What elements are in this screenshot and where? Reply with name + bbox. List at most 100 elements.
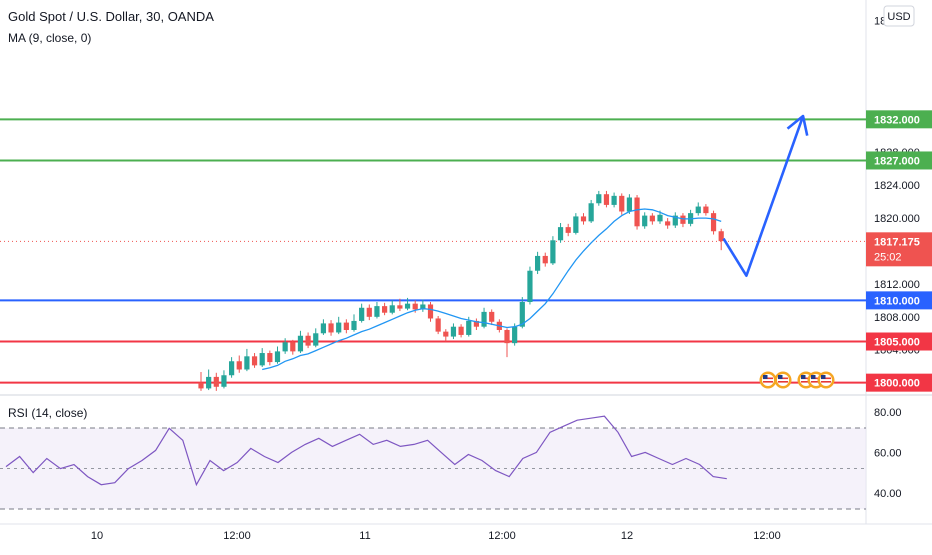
- candle-body: [359, 307, 365, 321]
- economic-events: [759, 371, 835, 389]
- candle-body: [458, 326, 464, 335]
- candle-body: [519, 302, 525, 327]
- price-lines-layer: [0, 118, 866, 384]
- candle-body: [680, 215, 686, 224]
- candle-body: [619, 195, 625, 212]
- rsi-price-axis[interactable]: 80.00 60.00 40.00: [874, 407, 902, 500]
- rsi-line: [5, 415, 727, 487]
- candle-body: [557, 227, 564, 241]
- candle-body: [450, 326, 457, 337]
- symbol-title[interactable]: Gold Spot / U.S. Dollar, 30, OANDA: [8, 9, 214, 24]
- candle-body: [580, 216, 587, 222]
- candle-body: [665, 221, 671, 226]
- time-tick-label: 12: [621, 530, 633, 542]
- candle-body: [221, 375, 227, 387]
- candle-body: [443, 331, 449, 337]
- candles-layer: [198, 190, 724, 391]
- candle-body: [328, 323, 334, 333]
- candle-body: [366, 307, 372, 317]
- forecast-arrow[interactable]: [722, 115, 805, 277]
- candle-body: [290, 342, 296, 352]
- candle-body: [611, 195, 617, 205]
- last-price-box: [866, 232, 932, 267]
- candle-body: [596, 194, 602, 204]
- candle-body: [382, 306, 388, 313]
- candle-body: [573, 216, 579, 233]
- price-tick-label: 1824.000: [874, 180, 920, 192]
- time-tick-label: 11: [359, 530, 370, 542]
- candle-body: [336, 322, 342, 333]
- price-tick-label: 1808.000: [874, 312, 920, 324]
- candle-body: [198, 382, 204, 389]
- candle-body: [710, 213, 717, 232]
- price-level-label-box: [866, 373, 932, 392]
- us-flag-event-icon[interactable]: [817, 371, 835, 389]
- candle-body: [527, 270, 533, 303]
- last-price-value: 1817.175: [874, 236, 920, 248]
- candle-body: [504, 329, 510, 344]
- rsi-indicator-label[interactable]: RSI (14, close): [8, 406, 87, 420]
- ma-indicator-label[interactable]: MA (9, close, 0): [8, 31, 91, 45]
- time-axis[interactable]: 10 12:00 11 12:00 12 12:00: [91, 530, 781, 542]
- candle-body: [229, 361, 235, 376]
- candle-body: [642, 215, 648, 227]
- price-tick-label: 1820.000: [874, 213, 920, 225]
- candle-body: [351, 320, 357, 330]
- price-level-label: 1800.000: [874, 378, 920, 390]
- currency-button-label: USD: [887, 11, 910, 23]
- rsi-tick-label: 40.00: [874, 488, 902, 500]
- candle-body: [473, 320, 479, 327]
- candle-body: [481, 311, 487, 327]
- currency-button[interactable]: [883, 5, 915, 27]
- candle-body: [672, 215, 678, 226]
- candle-body: [588, 203, 594, 222]
- candle-body: [244, 356, 250, 370]
- candle-body: [213, 376, 219, 387]
- candle-body: [542, 255, 548, 264]
- price-level-label: 1810.000: [874, 295, 920, 307]
- candle-body: [313, 333, 319, 346]
- candle-body: [236, 361, 242, 370]
- candle-body: [603, 194, 610, 205]
- candle-body: [305, 335, 311, 346]
- us-flag-event-icon[interactable]: [759, 371, 777, 389]
- candle-body: [404, 303, 411, 309]
- candle-body: [259, 353, 265, 366]
- candle-body: [251, 356, 258, 366]
- rsi-tick-label: 60.00: [874, 447, 902, 459]
- candle-body: [657, 214, 663, 222]
- candle-body: [297, 335, 304, 352]
- candle-body: [695, 206, 701, 214]
- candle-body: [427, 304, 434, 319]
- candle-body: [343, 322, 349, 330]
- us-flag-event-icon[interactable]: [774, 371, 792, 389]
- candle-body: [397, 305, 403, 309]
- candle-body: [489, 311, 495, 322]
- candle-body: [420, 304, 426, 310]
- candle-body: [320, 323, 326, 334]
- time-tick-label: 12:00: [753, 530, 781, 542]
- candle-body: [274, 351, 281, 363]
- price-tick-label: 18: [874, 16, 886, 28]
- candle-body: [374, 306, 380, 317]
- candle-body: [703, 206, 709, 214]
- candle-body: [206, 376, 212, 389]
- price-level-label-box: [866, 110, 932, 129]
- candle-body: [649, 215, 655, 222]
- price-level-label-box: [866, 332, 932, 351]
- candle-body: [412, 303, 418, 310]
- time-tick-label: 12:00: [488, 530, 516, 542]
- candle-body: [282, 342, 288, 352]
- candle-body: [435, 318, 441, 332]
- candle-body: [550, 240, 556, 264]
- price-level-label-box: [866, 291, 932, 310]
- price-level-label-box: [866, 151, 932, 170]
- price-tick-label: 1812.000: [874, 279, 920, 291]
- time-tick-label: 10: [91, 530, 103, 542]
- candle-body: [565, 227, 571, 233]
- forecast-arrow-head: [786, 114, 809, 136]
- candle-body: [389, 305, 395, 313]
- price-level-label: 1827.000: [874, 155, 920, 167]
